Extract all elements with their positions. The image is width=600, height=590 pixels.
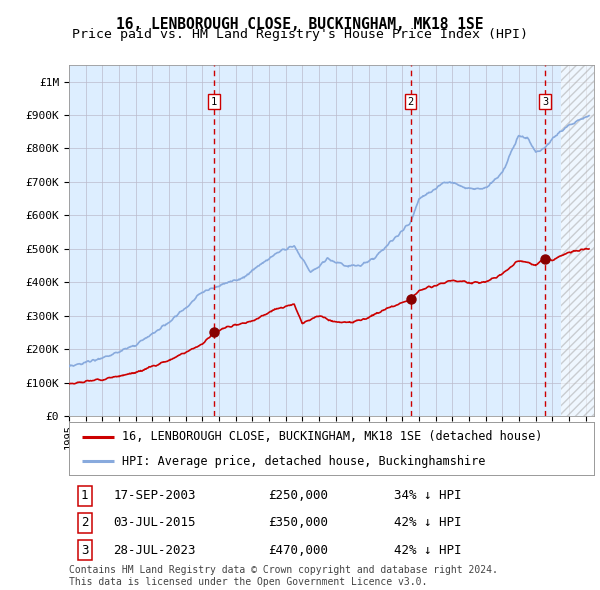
Text: 3: 3 (81, 543, 89, 556)
Text: 17-SEP-2003: 17-SEP-2003 (113, 489, 196, 502)
Text: 1: 1 (81, 489, 89, 502)
Text: Price paid vs. HM Land Registry's House Price Index (HPI): Price paid vs. HM Land Registry's House … (72, 28, 528, 41)
Text: 16, LENBOROUGH CLOSE, BUCKINGHAM, MK18 1SE (detached house): 16, LENBOROUGH CLOSE, BUCKINGHAM, MK18 1… (121, 430, 542, 443)
Text: 2: 2 (407, 97, 414, 107)
Bar (560, 65, 600, 416)
Text: 42% ↓ HPI: 42% ↓ HPI (395, 516, 462, 529)
Text: 28-JUL-2023: 28-JUL-2023 (113, 543, 196, 556)
Text: 03-JUL-2015: 03-JUL-2015 (113, 516, 196, 529)
Text: £470,000: £470,000 (269, 543, 329, 556)
Text: £350,000: £350,000 (269, 516, 329, 529)
Text: 16, LENBOROUGH CLOSE, BUCKINGHAM, MK18 1SE: 16, LENBOROUGH CLOSE, BUCKINGHAM, MK18 1… (116, 17, 484, 31)
Text: £250,000: £250,000 (269, 489, 329, 502)
Text: Contains HM Land Registry data © Crown copyright and database right 2024.
This d: Contains HM Land Registry data © Crown c… (69, 565, 498, 587)
Text: 3: 3 (542, 97, 548, 107)
Text: 34% ↓ HPI: 34% ↓ HPI (395, 489, 462, 502)
Text: 2: 2 (81, 516, 89, 529)
Text: 42% ↓ HPI: 42% ↓ HPI (395, 543, 462, 556)
Text: 1: 1 (211, 97, 217, 107)
Text: HPI: Average price, detached house, Buckinghamshire: HPI: Average price, detached house, Buck… (121, 455, 485, 468)
